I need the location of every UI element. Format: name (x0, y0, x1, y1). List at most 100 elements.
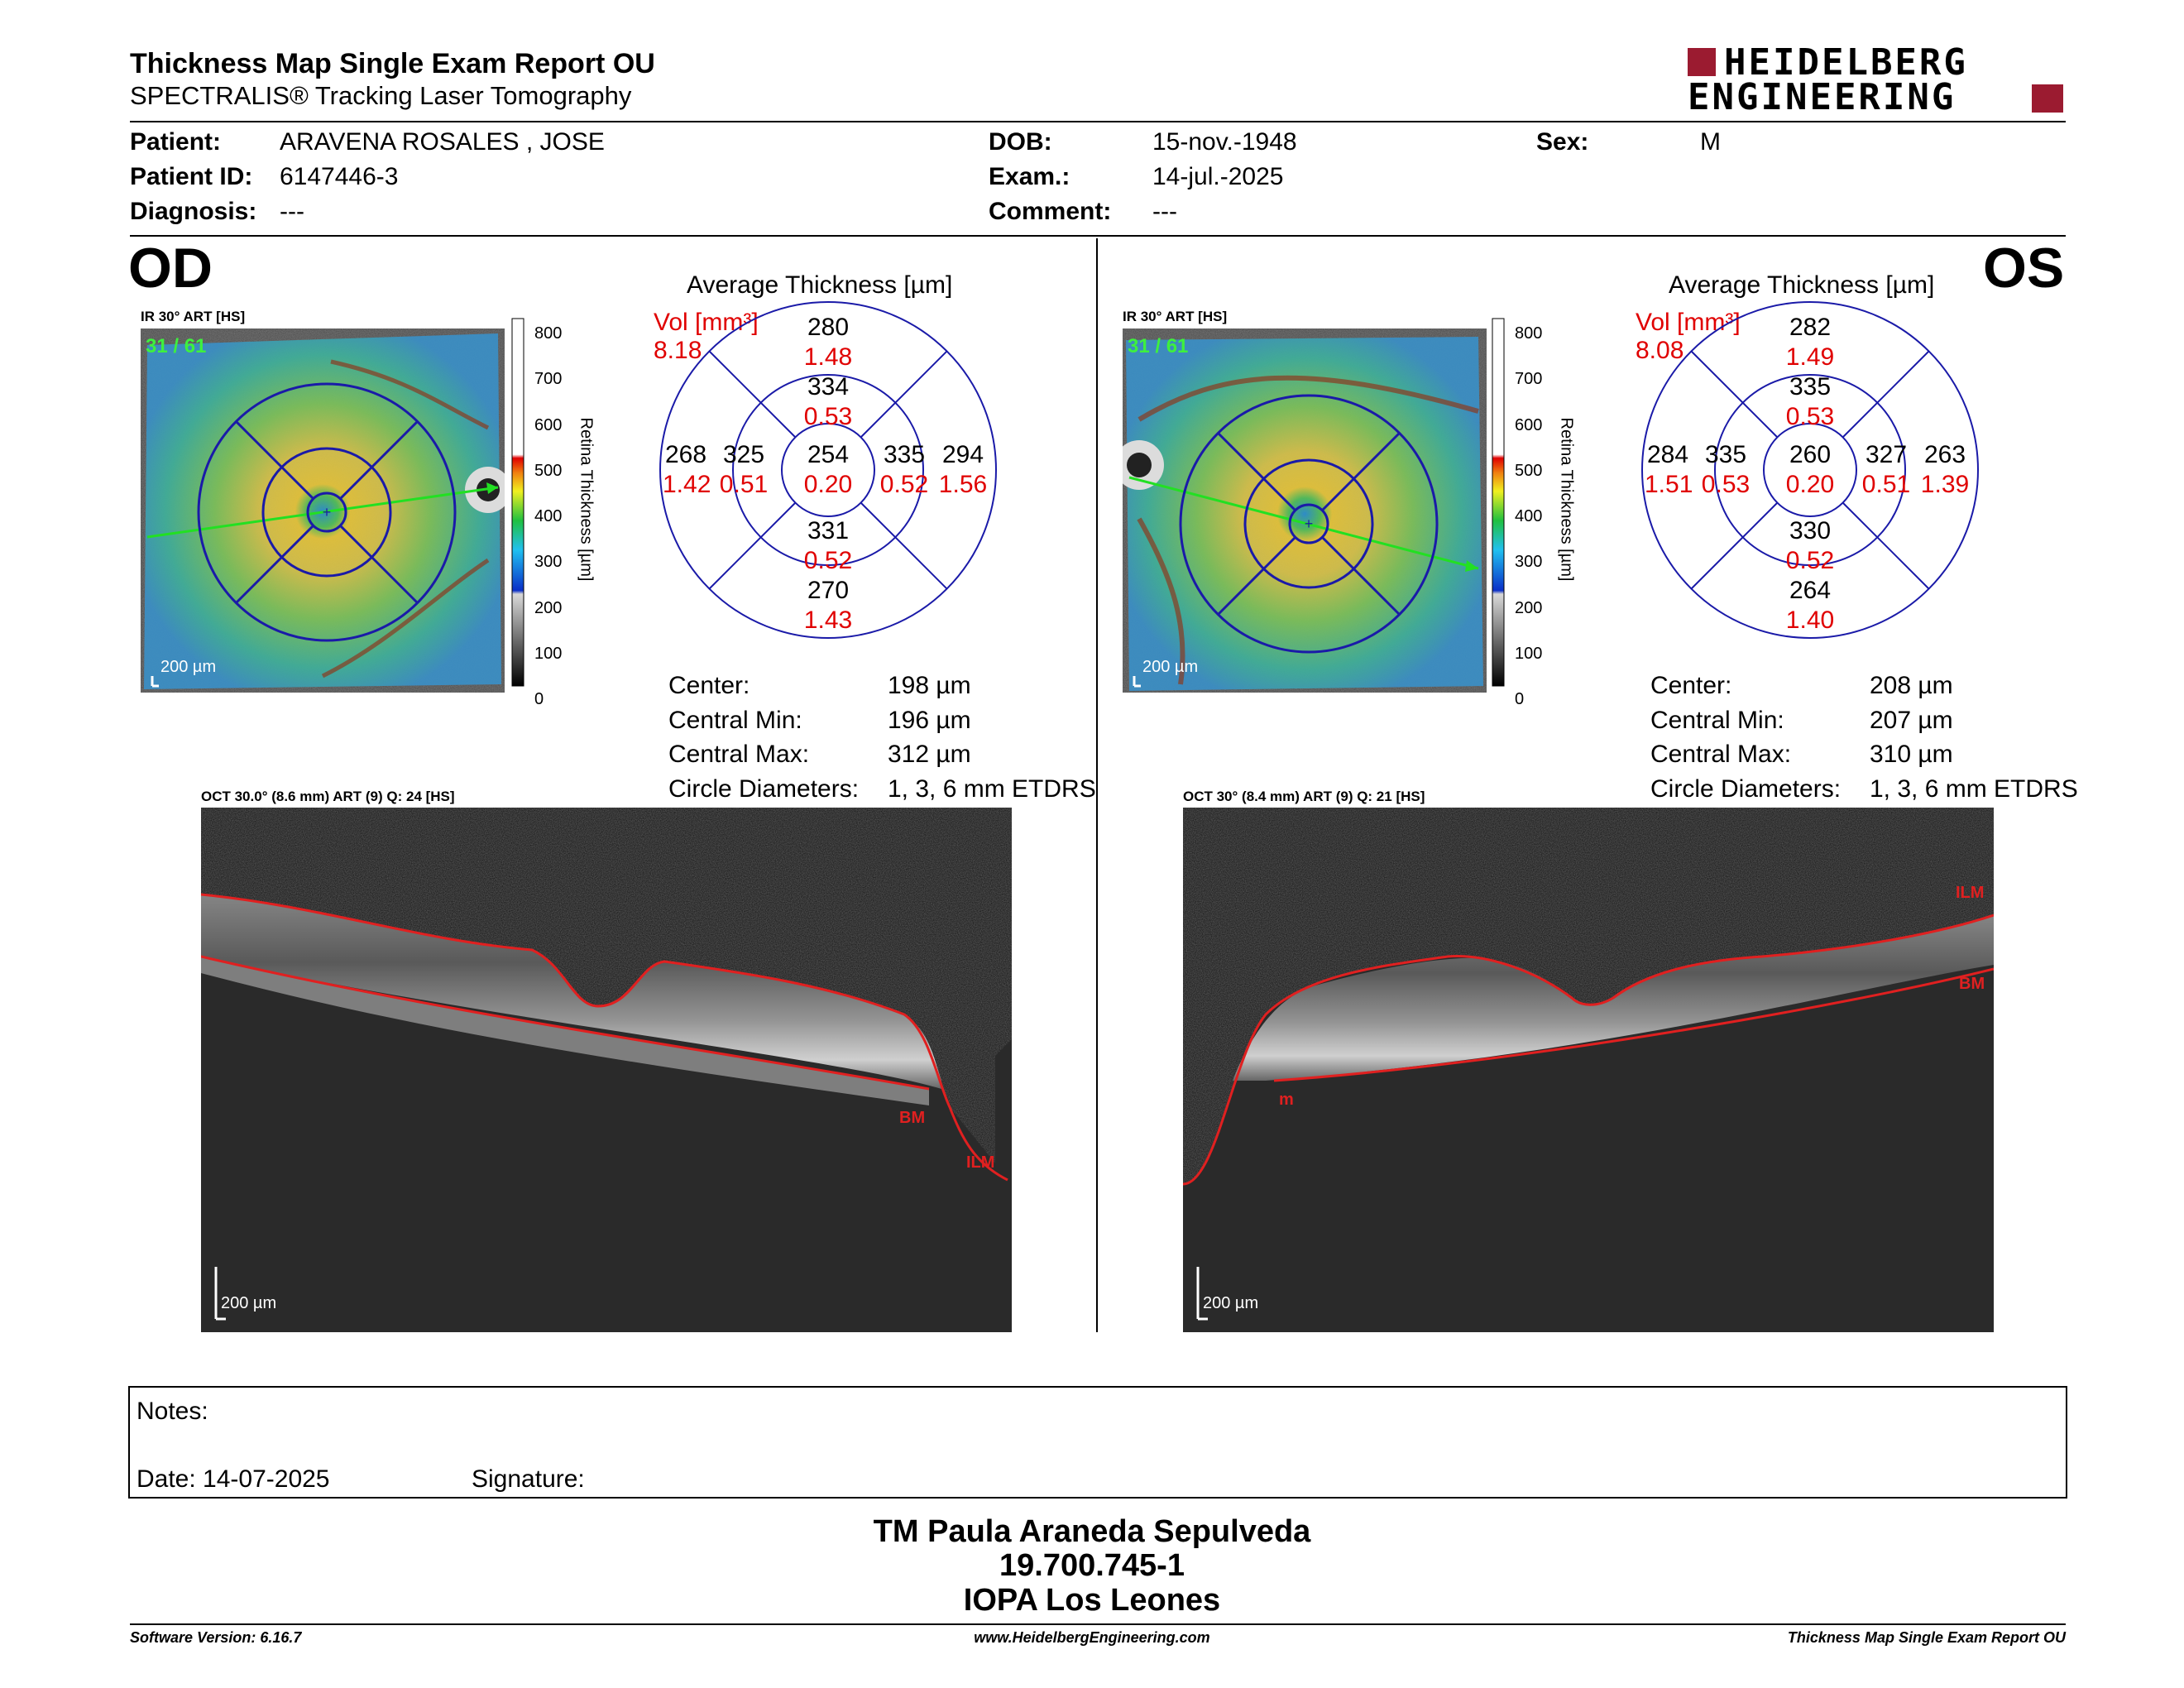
os-nasal-outer-thickness: 263 (1923, 441, 1966, 468)
os-diam-value: 1, 3, 6 mm ETDRS (1870, 774, 2078, 803)
od-inf-inner-volume: 0.52 (803, 547, 853, 574)
signature-label: Signature: (472, 1465, 585, 1493)
od-sup-outer-volume: 1.48 (803, 343, 853, 371)
od-diam-label: Circle Diameters: (668, 774, 860, 803)
scale-tick: 200 (1515, 598, 1543, 617)
notes-label: Notes: (136, 1398, 208, 1425)
od-sup-outer: 280 1.48 (658, 313, 999, 372)
od-bm-label: BM (899, 1109, 926, 1127)
os-vol-value: 8.08 (1636, 337, 1684, 364)
od-oct-title: OCT 30.0° (8.6 mm) ART (9) Q: 24 [HS] (201, 789, 455, 804)
od-max-value: 312 µm (888, 741, 971, 768)
scale-tick: 0 (534, 690, 544, 709)
scale-tick: 500 (1515, 461, 1543, 480)
dob-label: DOB: (989, 128, 1052, 156)
os-inf-outer-volume: 1.40 (1785, 607, 1835, 634)
od-inf-inner: 331 0.52 (658, 516, 999, 576)
os-inf-inner-volume: 0.52 (1785, 547, 1835, 574)
od-center-volume: 0.20 (803, 471, 853, 498)
od-ilm-label: ILM (966, 1153, 995, 1172)
od-inf-outer-thickness: 270 (807, 577, 850, 604)
scale-tick: 500 (534, 461, 563, 480)
od-frame-count: 31 / 61 (146, 335, 207, 357)
scale-tick: 100 (534, 645, 563, 664)
os-scale-axis-label: Retina Thickness [µm] (1557, 417, 1576, 582)
scale-tick: 400 (534, 507, 563, 526)
patient-divider (130, 235, 2066, 237)
scale-tick: 300 (1515, 553, 1543, 572)
os-center-label: Center: (1650, 672, 1732, 699)
website-link[interactable]: www.HeidelbergEngineering.com (974, 1629, 1210, 1646)
scale-tick: 400 (1515, 507, 1543, 526)
os-temp-inner-thickness: 335 (1704, 441, 1747, 468)
od-sup-outer-thickness: 280 (807, 314, 850, 341)
os-oct-title: OCT 30° (8.4 mm) ART (9) Q: 21 [HS] (1183, 789, 1425, 804)
os-temp-outer-thickness: 284 (1646, 441, 1689, 468)
os-diam-label: Circle Diameters: (1650, 774, 1842, 803)
od-nasal-outer: 294 1.56 (937, 440, 989, 500)
logo-line1: HEIDELBERG (1724, 41, 1968, 84)
os-scale-ticks: 800 700 600 500 400 300 200 100 0 (1515, 311, 1542, 723)
od-temp-inner-volume: 0.51 (719, 471, 769, 498)
heidelberg-logo: HEIDELBERG ENGINEERING (1688, 41, 2068, 118)
os-nasal-inner-volume: 0.51 (1861, 471, 1911, 498)
os-inf-outer-thickness: 264 (1789, 577, 1832, 604)
patient-id-value: 6147446-3 (280, 163, 399, 190)
od-sup-inner-volume: 0.53 (803, 403, 853, 430)
diagnosis-label: Diagnosis: (130, 198, 257, 225)
comment-label: Comment: (989, 198, 1112, 225)
od-nasal-inner-thickness: 335 (883, 441, 926, 468)
os-center-value: 208 µm (1870, 672, 1953, 699)
od-temp-outer-volume: 1.42 (663, 471, 711, 498)
os-temp-outer-volume: 1.51 (1645, 471, 1693, 498)
signatory-org: IOPA Los Leones (963, 1583, 1221, 1618)
report-subtitle: SPECTRALIS® Tracking Laser Tomography (130, 81, 632, 110)
patient-id-label: Patient ID: (130, 163, 253, 190)
scale-tick: 600 (534, 415, 563, 434)
od-nasal-inner: 335 0.52 (879, 440, 929, 500)
signatory-id: 19.700.745-1 (999, 1548, 1185, 1583)
od-thickness-colorscale: 800 700 600 500 400 300 200 100 0 Retina… (511, 318, 635, 708)
od-avg-title: Average Thickness [µm] (687, 271, 953, 299)
os-etdrs-grid: 282 1.49 335 0.53 260 0.20 330 0.52 264 … (1640, 300, 1980, 640)
od-temp-outer: 268 1.42 (663, 440, 711, 500)
od-ir-scalebar: 200 µm (160, 658, 217, 676)
svg-text:+: + (1305, 516, 1314, 532)
od-vol-value: 8.18 (654, 337, 702, 364)
os-nasal-outer: 263 1.39 (1919, 440, 1971, 500)
svg-text:+: + (323, 504, 332, 520)
scale-tick: 800 (1515, 324, 1543, 343)
os-min-value: 207 µm (1870, 706, 1953, 734)
od-min-label: Central Min: (668, 706, 802, 734)
notes-box[interactable]: Notes: Date: 14-07-2025 Signature: (128, 1386, 2067, 1499)
report-title: Thickness Map Single Exam Report OU (130, 48, 655, 79)
os-min-label: Central Min: (1650, 706, 1784, 734)
scale-tick: 700 (534, 370, 563, 389)
od-center-thickness: 254 (807, 441, 850, 468)
os-bm-label: BM (1959, 975, 1985, 993)
os-oct-scalebar: 200 µm (1203, 1294, 1259, 1312)
logo-square-bottom (2032, 84, 2063, 113)
footer-report-name: Thickness Map Single Exam Report OU (1787, 1629, 2066, 1646)
od-etdrs-grid: 280 1.48 334 0.53 254 0.20 331 0.52 270 … (658, 300, 999, 640)
od-nasal-outer-volume: 1.56 (938, 471, 988, 498)
exam-label: Exam.: (989, 163, 1070, 190)
os-nasal-inner-thickness: 327 (1865, 441, 1908, 468)
scale-tick: 300 (534, 553, 563, 572)
os-max-label: Central Max: (1650, 741, 1792, 768)
logo-line2: ENGINEERING (1688, 76, 1956, 118)
od-sup-inner: 334 0.53 (658, 372, 999, 432)
od-sup-inner-thickness: 334 (807, 373, 850, 400)
os-center-volume: 0.20 (1785, 471, 1835, 498)
software-version: Software Version: 6.16.7 (130, 1629, 302, 1646)
os-inf-inner-thickness: 330 (1789, 517, 1832, 544)
od-temp-inner: 325 0.51 (719, 440, 769, 500)
od-center: 254 0.20 (658, 440, 999, 500)
scale-tick: 0 (1515, 690, 1525, 709)
os-frame-count: 31 / 61 (1128, 335, 1189, 357)
date-label: Date: 14-07-2025 (136, 1465, 330, 1493)
os-oct-bscan: ILM BM m 200 µm (1182, 808, 1995, 1332)
os-thickness-colorscale: 800 700 600 500 400 300 200 100 0 Retina… (1492, 318, 1616, 708)
od-scale-ticks: 800 700 600 500 400 300 200 100 0 (534, 311, 562, 723)
dob-value: 15-nov.-1948 (1152, 128, 1297, 156)
